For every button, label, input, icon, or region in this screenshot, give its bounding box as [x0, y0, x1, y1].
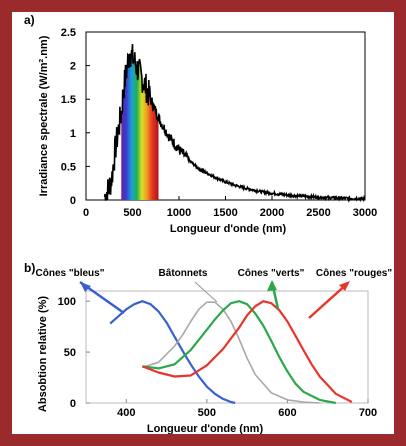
rods-curve	[142, 301, 320, 404]
blue-cones-curve	[109, 300, 236, 405]
legend-label-blue-cones: Cônes "bleus"	[36, 268, 105, 279]
arrowhead-green-cones	[267, 280, 277, 291]
arrowhead-red-cones	[339, 281, 350, 291]
panel-a-y-tick-label: 1	[70, 128, 76, 140]
panel-b: b) 0 50 100 400 500 600 700 Cônes "bleus" Bât…	[24, 261, 392, 434]
panel-b-plot-frame	[85, 290, 369, 404]
panel-a-xlabel: Longueur d'onde (nm)	[170, 223, 287, 235]
panel-b-y-ticks: 0 50 100	[58, 296, 90, 410]
panel-a-y-tick-label: 2	[70, 61, 76, 73]
panel-b-x-tick-label: 600	[278, 407, 296, 419]
legend-label-red-cones: Cônes "rouges"	[316, 268, 392, 279]
visible-spectrum-fill	[121, 44, 159, 200]
panel-b-x-tick-label: 400	[117, 407, 135, 419]
panel-a-x-tick-label: 2500	[306, 207, 330, 219]
panel-a-ylabel: Irradiance spectrale (W/m².nm)	[38, 35, 50, 196]
red-cones-curve	[142, 300, 353, 403]
panel-a-y-tick-label: 0	[70, 195, 76, 207]
panel-a-x-tick-label: 1000	[167, 207, 191, 219]
panel-a: a) 0 0.5 1 1.5 2 2.5 0 500 1000 1500 2000 2500 3000…	[24, 13, 377, 235]
panel-b-label: b)	[24, 261, 35, 275]
panel-a-x-ticks: 0 500 1000 1500 2000 2500 3000	[83, 196, 377, 219]
arrow-rods	[194, 281, 218, 303]
panel-a-y-tick-label: 2.5	[61, 27, 76, 39]
panel-b-y-tick-label: 50	[64, 347, 76, 359]
panel-a-y-tick-label: 1.5	[61, 94, 76, 106]
panel-a-y-ticks: 0 0.5 1 1.5 2 2.5	[61, 27, 90, 207]
panel-b-y-tick-label: 100	[58, 296, 76, 308]
panel-b-x-tick-label: 700	[359, 407, 377, 419]
legend-label-green-cones: Cônes "verts"	[238, 268, 305, 279]
panel-b-x-tick-label: 500	[198, 407, 216, 419]
panel-b-x-ticks: 400 500 600 700	[117, 399, 377, 419]
panel-b-series	[109, 300, 353, 405]
legend-label-rods: Bâtonnets	[159, 268, 208, 279]
arrow-red-cones	[308, 282, 349, 319]
figure-canvas: a) 00.511.522.5 0 500 1000 1500 2000 2500 3000…	[24, 13, 392, 434]
panel-a-label: a)	[24, 13, 35, 27]
panel-a-x-tick-label: 2000	[260, 207, 284, 219]
panel-a-x-tick-label: 1500	[213, 207, 237, 219]
panel-b-xlabel: Longueur d'onde (nm)	[147, 423, 264, 434]
panel-a-x-tick-label: 3000	[353, 207, 377, 219]
irradiance-curve	[103, 44, 366, 203]
panel-a-y-tick-label: 0.5	[61, 161, 76, 173]
panel-b-ylabel: Absobtion relative (%)	[37, 296, 49, 412]
panel-b-y-tick-label: 0	[70, 398, 76, 410]
arrowhead-blue-cones	[80, 282, 91, 292]
panel-a-x-tick-label: 500	[123, 207, 141, 219]
green-cones-curve	[142, 300, 337, 405]
panel-a-x-tick-label: 0	[83, 207, 89, 219]
